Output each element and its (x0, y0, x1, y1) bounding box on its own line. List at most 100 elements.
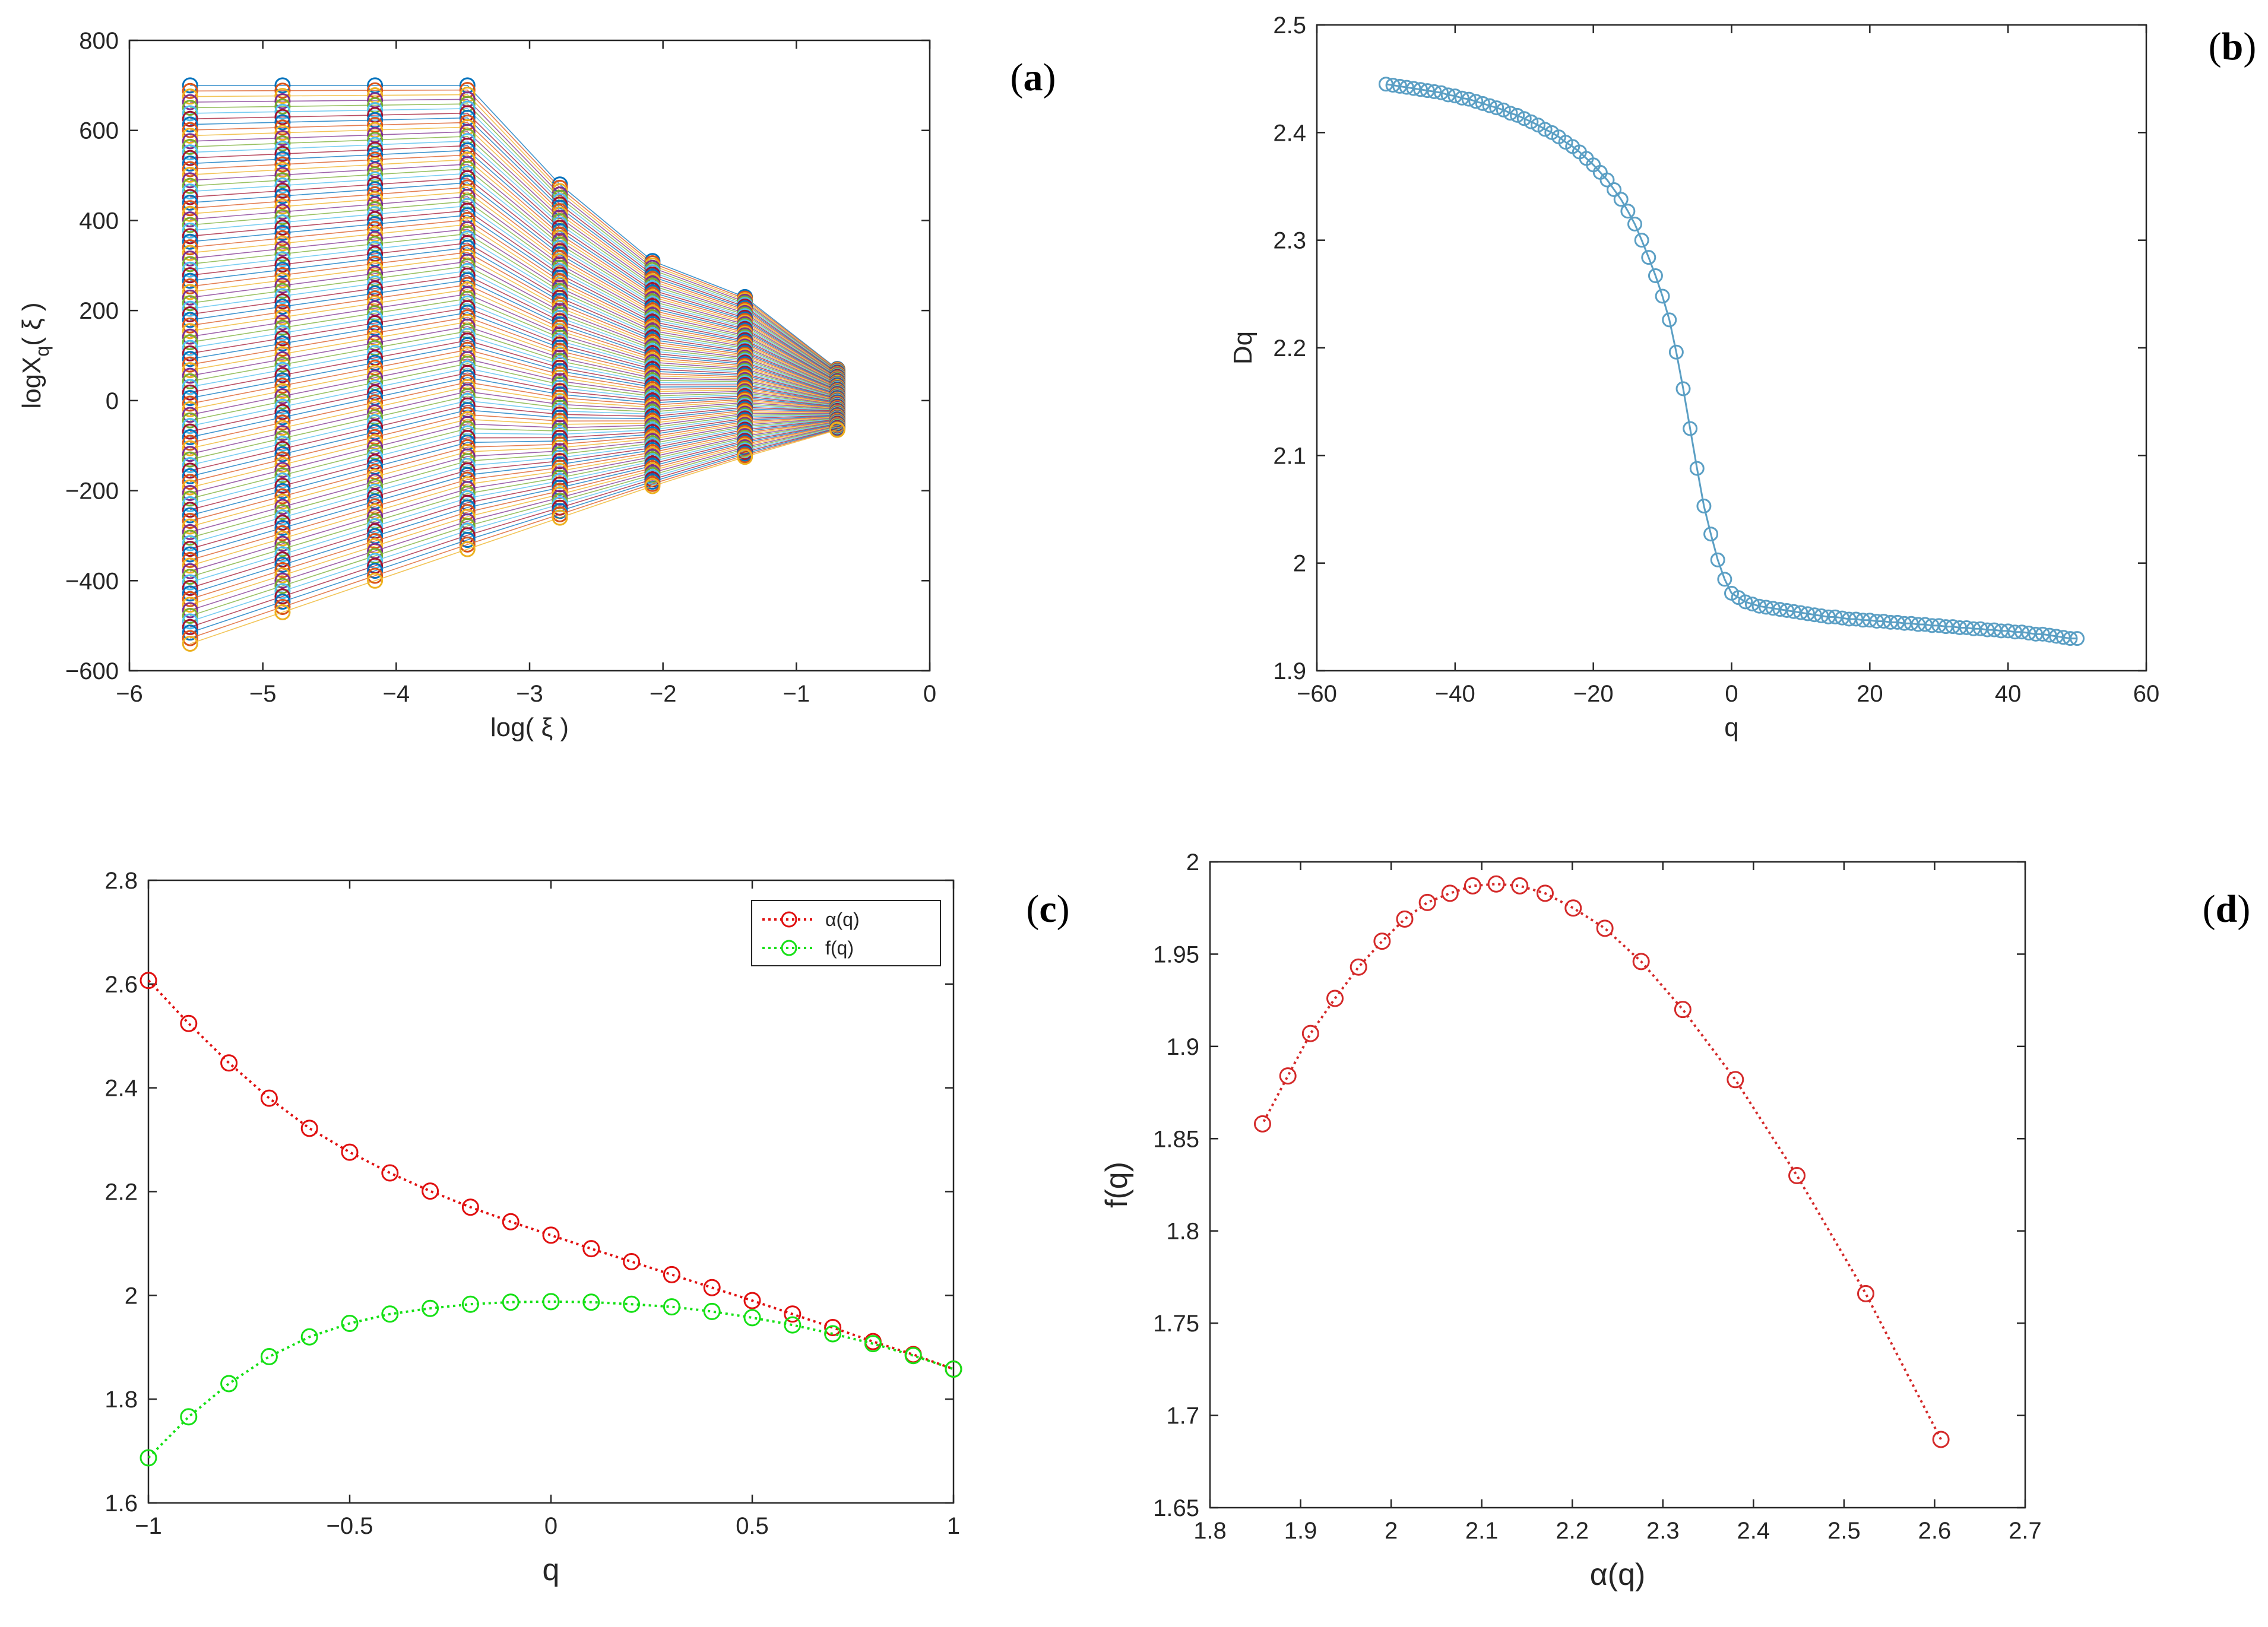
series-marker (784, 1305, 802, 1323)
series-marker (182, 479, 198, 496)
y-tick-label: 1.7 (1166, 1403, 1199, 1429)
series-marker (274, 182, 291, 199)
panel-label: (b) (2209, 25, 2257, 68)
series-marker (274, 519, 291, 536)
series-marker (182, 228, 198, 245)
series-marker (274, 446, 291, 462)
series-marker (274, 204, 291, 220)
series-marker (274, 335, 291, 352)
series-line (190, 363, 838, 421)
series-line (190, 344, 838, 404)
series-marker (274, 467, 291, 484)
series-marker (182, 502, 198, 518)
series-marker (182, 468, 198, 484)
series-marker (784, 1316, 802, 1334)
dq-marker (1468, 94, 1484, 109)
series-marker (274, 319, 291, 336)
series-marker (182, 557, 198, 574)
series-marker (582, 1240, 600, 1258)
axes-box (1316, 24, 2147, 672)
series-marker (180, 1014, 198, 1032)
series-marker (663, 1298, 680, 1316)
series-marker (182, 312, 198, 328)
series-marker (182, 518, 198, 535)
series-marker (274, 361, 291, 378)
dq-marker (1751, 598, 1767, 614)
series-line (190, 340, 838, 403)
dq-marker (1696, 499, 1712, 514)
series-marker (274, 309, 291, 325)
series-marker (182, 456, 198, 473)
series-marker (274, 430, 291, 447)
series-marker (422, 1299, 439, 1317)
dq-marker (1779, 602, 1795, 618)
dq-marker (1475, 96, 1490, 111)
dq-marker (1827, 609, 1843, 624)
series-line (190, 419, 838, 555)
x-tick-label: 2.7 (2009, 1518, 2042, 1544)
series-marker (459, 541, 476, 557)
series-marker (182, 613, 198, 630)
series-marker (274, 272, 291, 288)
x-tick-label: 40 (1995, 681, 2022, 707)
series-marker (274, 535, 291, 552)
series-marker (182, 546, 198, 563)
series-marker (182, 194, 198, 211)
series-marker (182, 239, 198, 256)
series-marker (274, 562, 291, 578)
series-line (190, 168, 838, 380)
series-line (190, 256, 838, 392)
y-tick-label: 2 (125, 1283, 138, 1309)
series-marker (182, 166, 198, 183)
series-line (190, 145, 838, 378)
series-marker (274, 267, 291, 283)
panel-label-open: ( (2203, 887, 2216, 931)
spectrum-marker (1373, 933, 1391, 950)
series-marker (703, 1302, 721, 1320)
series-marker (274, 388, 291, 404)
dq-marker (1406, 81, 1421, 96)
series-line (190, 377, 838, 438)
series-marker (274, 572, 291, 589)
y-tick-label: 0 (106, 388, 119, 414)
series-marker (274, 594, 291, 610)
dq-marker (1461, 91, 1477, 107)
series-line (190, 261, 838, 393)
dq-marker (2063, 631, 2078, 646)
series-marker (552, 509, 568, 526)
series-marker (274, 288, 291, 305)
series-marker (274, 356, 291, 373)
y-axis-label: logXq( ξ ) (17, 302, 53, 408)
series-marker (381, 1164, 399, 1182)
series-line (190, 229, 838, 389)
series-line (190, 293, 838, 397)
spectrum-marker (1932, 1431, 1950, 1448)
dq-marker (1675, 381, 1691, 397)
series-line (190, 321, 838, 401)
spectrum-marker (1596, 919, 1614, 937)
series-marker (274, 378, 291, 394)
series-marker (274, 499, 291, 515)
series-marker (182, 300, 198, 317)
series-line (190, 108, 838, 373)
series-line (190, 85, 838, 370)
series-marker (274, 172, 291, 189)
series-marker (663, 1266, 680, 1283)
series-marker (182, 172, 198, 189)
series-marker (274, 488, 291, 505)
series-marker (367, 567, 384, 584)
spectrum-marker (1487, 875, 1505, 893)
y-tick-label: 1.6 (104, 1490, 138, 1517)
series-line (190, 331, 838, 402)
dq-marker (1523, 114, 1539, 129)
series-line (190, 391, 838, 455)
series-marker (274, 83, 291, 99)
series-line (189, 421, 838, 566)
dq-marker (1378, 77, 1393, 92)
series-line (190, 307, 838, 399)
series-marker (182, 317, 198, 334)
y-axis-label-sub: q (31, 346, 53, 357)
x-tick-label: −4 (383, 681, 410, 707)
spectrum-marker (1418, 893, 1436, 911)
series-line (190, 177, 838, 382)
